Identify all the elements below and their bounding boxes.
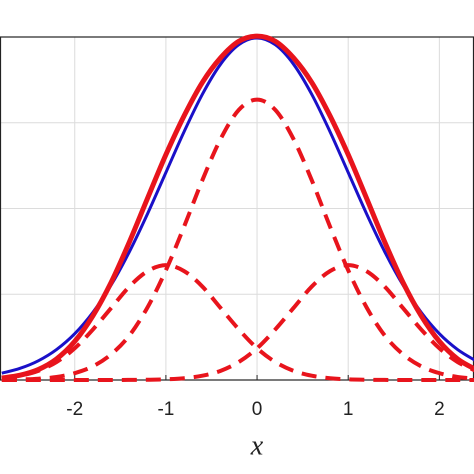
line-series [1, 263, 474, 383]
x-tick-label: -2 [66, 399, 83, 420]
x-tick-label: 1 [343, 399, 354, 420]
line-series [1, 36, 474, 375]
line-series [1, 33, 474, 381]
line-series [1, 97, 474, 382]
line-series [1, 263, 474, 383]
x-tick-label: 2 [434, 399, 445, 420]
x-tick-label: 0 [252, 399, 263, 420]
x-tick-label: -1 [157, 399, 174, 420]
x-axis-label: x [250, 430, 264, 461]
